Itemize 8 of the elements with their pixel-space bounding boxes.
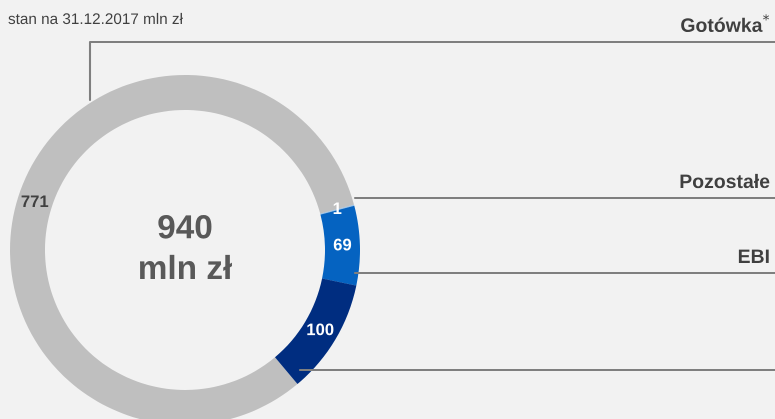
slice-label: EBI xyxy=(738,250,769,263)
text: 940 mln zł xyxy=(140,214,232,279)
slice-label: Pozostałe xyxy=(680,174,770,188)
data-label: 100 xyxy=(307,323,334,336)
slice-label: Gotówka$^{*}$ xyxy=(681,14,770,32)
data-label: 69 xyxy=(334,238,352,250)
data-label: 771 xyxy=(22,196,48,207)
chart-subtitle: stan na 31.12.2017 mln zł xyxy=(8,12,183,24)
